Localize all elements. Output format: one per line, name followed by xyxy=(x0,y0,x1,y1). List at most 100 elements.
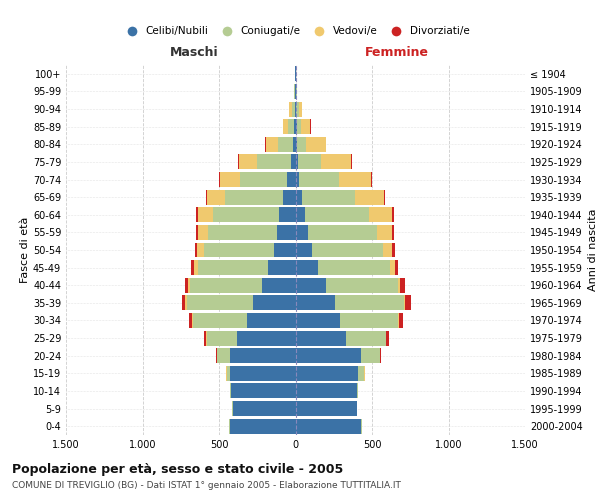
Bar xyxy=(302,190,355,204)
Bar xyxy=(225,190,283,204)
Bar xyxy=(288,119,294,134)
Bar xyxy=(208,225,277,240)
Bar xyxy=(297,119,301,134)
Bar xyxy=(296,418,361,434)
Bar xyxy=(339,172,371,187)
Bar xyxy=(306,137,326,152)
Bar xyxy=(207,330,238,345)
Bar xyxy=(296,172,299,187)
Bar xyxy=(277,225,296,240)
Bar xyxy=(404,296,406,310)
Bar xyxy=(230,384,231,398)
Bar xyxy=(197,242,204,258)
Bar xyxy=(392,242,395,258)
Bar xyxy=(326,278,398,292)
Bar xyxy=(296,102,299,116)
Bar xyxy=(296,260,319,275)
Bar xyxy=(398,313,399,328)
Bar xyxy=(197,260,268,275)
Bar xyxy=(230,418,296,434)
Bar xyxy=(380,348,381,363)
Bar xyxy=(296,278,326,292)
Bar xyxy=(278,137,293,152)
Bar xyxy=(299,172,339,187)
Bar xyxy=(296,348,361,363)
Bar xyxy=(193,313,247,328)
Y-axis label: Anni di nascita: Anni di nascita xyxy=(588,209,598,291)
Bar xyxy=(361,348,380,363)
Bar xyxy=(398,278,400,292)
Bar xyxy=(296,330,346,345)
Y-axis label: Fasce di età: Fasce di età xyxy=(20,217,30,283)
Bar xyxy=(301,119,310,134)
Text: COMUNE DI TREVIGLIO (BG) - Dati ISTAT 1° gennaio 2005 - Elaborazione TUTTITALIA.: COMUNE DI TREVIGLIO (BG) - Dati ISTAT 1°… xyxy=(12,481,401,490)
Bar xyxy=(400,278,404,292)
Bar xyxy=(386,330,389,345)
Bar xyxy=(355,190,384,204)
Bar xyxy=(296,225,308,240)
Bar xyxy=(187,296,253,310)
Text: Maschi: Maschi xyxy=(170,46,219,60)
Bar xyxy=(230,366,296,381)
Bar xyxy=(308,225,377,240)
Bar xyxy=(231,384,296,398)
Bar xyxy=(283,119,288,134)
Bar xyxy=(299,102,302,116)
Bar xyxy=(227,366,230,381)
Bar xyxy=(239,154,257,170)
Bar xyxy=(188,278,190,292)
Bar xyxy=(296,384,356,398)
Bar xyxy=(321,154,352,170)
Bar xyxy=(295,102,296,116)
Bar xyxy=(194,260,197,275)
Bar xyxy=(296,313,340,328)
Bar xyxy=(287,172,296,187)
Bar xyxy=(230,348,296,363)
Bar xyxy=(296,154,298,170)
Bar xyxy=(384,190,385,204)
Bar xyxy=(346,330,386,345)
Bar xyxy=(217,348,230,363)
Text: Femmine: Femmine xyxy=(364,46,428,60)
Bar xyxy=(185,278,188,292)
Bar xyxy=(298,154,321,170)
Bar xyxy=(278,208,296,222)
Bar xyxy=(391,260,395,275)
Bar xyxy=(266,137,278,152)
Bar xyxy=(206,190,207,204)
Bar xyxy=(356,384,358,398)
Bar xyxy=(189,313,192,328)
Bar xyxy=(185,296,187,310)
Bar xyxy=(283,190,296,204)
Bar xyxy=(340,313,398,328)
Bar xyxy=(233,401,296,416)
Bar xyxy=(296,190,302,204)
Bar xyxy=(219,172,220,187)
Bar xyxy=(296,366,358,381)
Bar xyxy=(392,208,394,222)
Bar xyxy=(268,260,296,275)
Bar xyxy=(371,172,372,187)
Bar xyxy=(204,242,274,258)
Bar xyxy=(296,84,298,99)
Bar xyxy=(369,208,392,222)
Bar xyxy=(205,330,206,345)
Bar xyxy=(296,242,313,258)
Bar xyxy=(296,296,335,310)
Bar xyxy=(296,401,356,416)
Bar xyxy=(294,119,296,134)
Bar xyxy=(392,225,394,240)
Bar xyxy=(194,242,197,258)
Bar xyxy=(253,296,296,310)
Bar xyxy=(238,330,296,345)
Legend: Celibi/Nubili, Coniugati/e, Vedovi/e, Divorziati/e: Celibi/Nubili, Coniugati/e, Vedovi/e, Di… xyxy=(117,22,474,40)
Bar xyxy=(395,260,398,275)
Bar xyxy=(319,260,391,275)
Bar xyxy=(335,296,404,310)
Bar xyxy=(196,208,197,222)
Bar xyxy=(274,242,296,258)
Text: Popolazione per età, sesso e stato civile - 2005: Popolazione per età, sesso e stato civil… xyxy=(12,462,343,475)
Bar xyxy=(220,172,239,187)
Bar xyxy=(197,208,213,222)
Bar xyxy=(313,242,383,258)
